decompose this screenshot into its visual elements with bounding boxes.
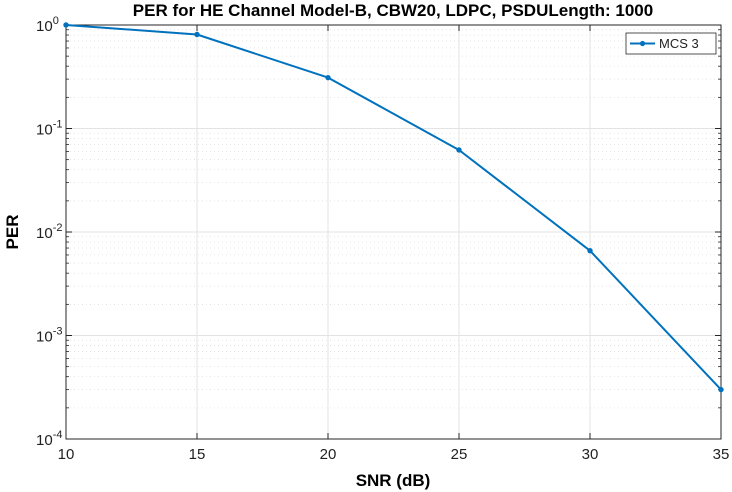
axis-ticks	[65, 24, 722, 440]
series-layer	[63, 22, 724, 393]
y-tick-label: 100	[36, 15, 59, 35]
x-tick-label: 30	[582, 446, 599, 463]
y-tick-label: 10-2	[36, 222, 62, 242]
legend-label: MCS 3	[659, 36, 699, 51]
x-tick-label: 15	[189, 446, 206, 463]
legend-marker	[639, 40, 646, 47]
legend-box	[625, 32, 717, 55]
data-point	[63, 22, 69, 28]
data-point	[587, 247, 593, 254]
x-tick-label: 35	[713, 446, 730, 463]
data-point	[325, 74, 331, 81]
x-axis-label: SNR (dB)	[356, 471, 431, 490]
legend: MCS 3	[625, 32, 717, 55]
data-point	[456, 147, 462, 153]
x-tick-label: 25	[451, 446, 468, 463]
y-tick-label: 10-3	[36, 326, 62, 346]
x-tick-label: 20	[320, 446, 337, 463]
data-point	[194, 31, 200, 38]
y-tick-label: 10-1	[36, 119, 62, 139]
data-point	[718, 386, 724, 393]
chart-title: PER for HE Channel Model-B, CBW20, LDPC,…	[133, 1, 653, 20]
series-line	[65, 24, 722, 391]
x-tick-label: 10	[58, 446, 75, 463]
x-tick-labels: 10 15 20 25 30 35	[58, 446, 730, 463]
y-axis-label: PER	[3, 215, 22, 250]
